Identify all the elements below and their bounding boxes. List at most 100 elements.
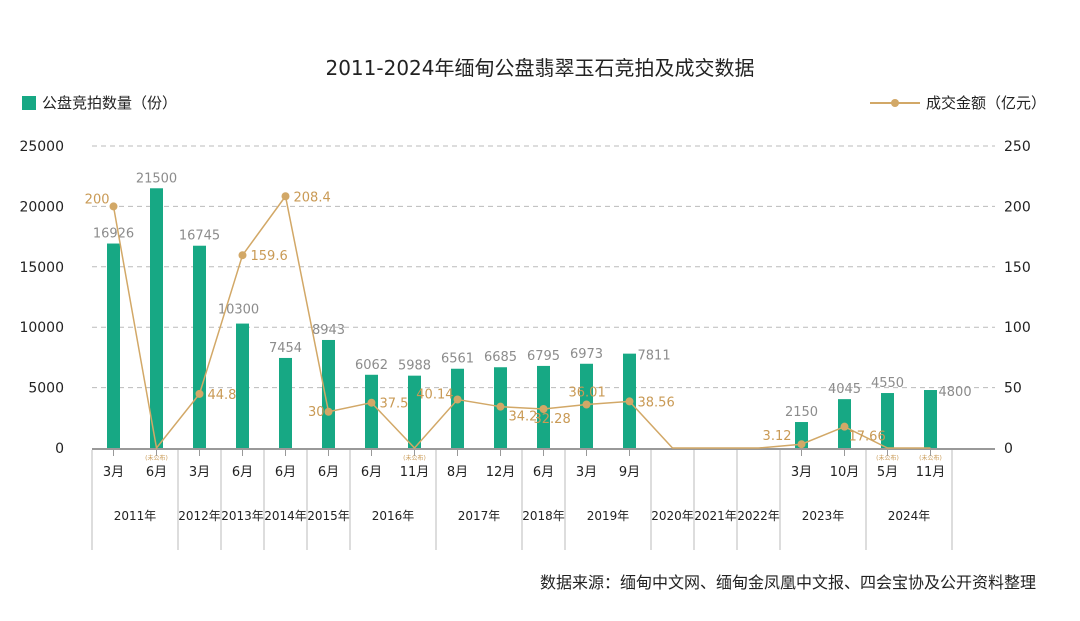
amount-label: 17.66: [849, 430, 886, 445]
year-label: 2014年: [264, 509, 307, 523]
amount-point: [109, 202, 118, 211]
amount-label: 38.56: [638, 395, 675, 410]
bar-label: 8943: [312, 323, 345, 338]
legend-line: 成交金额（亿元）: [870, 92, 1046, 113]
legend-bar: 公盘竞拍数量（份）: [22, 92, 177, 113]
legend-line-swatch: [870, 98, 920, 107]
left-tick-label: 15000: [19, 260, 64, 276]
year-label: 2016年: [372, 509, 415, 523]
bar: [795, 422, 808, 448]
amount-point: [281, 192, 290, 201]
year-label: 2012年: [178, 509, 221, 523]
unpublished-label: (未公布): [145, 454, 168, 462]
year-label: 2020年: [651, 509, 694, 523]
amount-label: 200: [85, 192, 110, 207]
month-label: 6月: [318, 465, 339, 480]
bar-label: 10300: [218, 303, 259, 318]
bar-label: 16926: [93, 227, 134, 242]
amount-point: [496, 402, 505, 411]
month-label: 3月: [189, 465, 210, 480]
chart-title: 2011-2024年缅甸公盘翡翠玉石竞拍及成交数据: [325, 56, 755, 80]
right-tick-label: 100: [1004, 320, 1031, 336]
left-tick-label: 25000: [19, 139, 64, 155]
year-label: 2022年: [737, 509, 780, 523]
legend-line-label: 成交金额（亿元）: [926, 94, 1047, 112]
right-tick-label: 150: [1004, 260, 1031, 276]
amount-label: 44.8: [208, 388, 237, 403]
amount-point: [324, 407, 333, 416]
legend-bar-swatch: [22, 95, 36, 110]
bar-label: 6062: [355, 358, 388, 373]
bar: [881, 393, 894, 448]
amount-point: [539, 405, 548, 414]
year-label: 2017年: [458, 509, 501, 523]
year-label: 2024年: [888, 509, 931, 523]
bar-label: 4550: [871, 376, 904, 391]
amount-label: 30: [308, 405, 325, 420]
bar-label: 2150: [785, 405, 818, 420]
month-label: 5月: [877, 465, 898, 480]
bar: [279, 357, 292, 448]
year-label: 2019年: [587, 509, 630, 523]
month-label: 3月: [103, 465, 124, 480]
bar-label: 6795: [527, 349, 560, 364]
amount-label: 36.01: [569, 385, 606, 400]
amount-point: [453, 395, 462, 404]
source-note: 数据来源：缅甸中文网、缅甸金凤凰中文报、四会宝协及公开资料整理: [539, 573, 1036, 592]
bar-label: 7454: [269, 341, 302, 356]
left-tick-label: 0: [55, 441, 64, 457]
legend-bar-label: 公盘竞拍数量（份）: [42, 94, 178, 112]
right-tick-label: 50: [1004, 381, 1022, 397]
bar: [107, 243, 120, 448]
bar-label: 6973: [570, 347, 603, 362]
amount-point: [582, 400, 591, 409]
month-label: 9月: [619, 465, 640, 480]
left-tick-label: 20000: [19, 199, 64, 215]
amount-label: 40.14: [416, 388, 453, 403]
unpublished-label: (未公布): [919, 454, 942, 462]
right-tick-label: 0: [1004, 441, 1013, 457]
month-label: 6月: [232, 465, 253, 480]
month-label: 11月: [400, 465, 430, 480]
bar-label: 4045: [828, 382, 861, 397]
amount-label: 208.4: [294, 190, 331, 205]
year-label: 2023年: [802, 509, 845, 523]
amount-point: [625, 397, 634, 406]
bar: [193, 245, 206, 448]
bar-label: 16745: [179, 229, 220, 244]
amount-point: [367, 398, 376, 407]
month-label: 6月: [146, 465, 167, 480]
unpublished-label: (未公布): [403, 454, 426, 462]
month-label: 6月: [361, 465, 382, 480]
bar-label: 6561: [441, 352, 474, 367]
bar-label: 6685: [484, 350, 517, 365]
amount-label: 159.6: [251, 249, 288, 264]
year-label: 2021年: [694, 509, 737, 523]
left-tick-label: 5000: [28, 381, 64, 397]
month-label: 3月: [576, 465, 597, 480]
month-label: 6月: [533, 465, 554, 480]
month-label: 11月: [916, 465, 946, 480]
amount-point: [195, 389, 204, 398]
amount-point: [840, 422, 849, 431]
bar: [322, 339, 335, 448]
bar: [236, 323, 249, 448]
bar: [150, 188, 163, 448]
amount-label: 32.28: [534, 412, 571, 427]
year-label: 2011年: [114, 509, 157, 523]
amount-point: [797, 440, 806, 449]
month-label: 6月: [275, 465, 296, 480]
bar: [924, 390, 937, 448]
year-label: 2015年: [307, 509, 350, 523]
month-label: 12月: [486, 465, 516, 480]
amount-point: [238, 251, 247, 260]
bar-label: 4800: [939, 385, 972, 400]
left-tick-label: 10000: [19, 320, 64, 336]
right-tick-label: 250: [1004, 139, 1031, 155]
bar-label: 21500: [136, 171, 177, 186]
bar: [365, 374, 378, 448]
bar-label: 7811: [638, 349, 671, 364]
month-label: 8月: [447, 465, 468, 480]
amount-line: [112, 194, 931, 450]
